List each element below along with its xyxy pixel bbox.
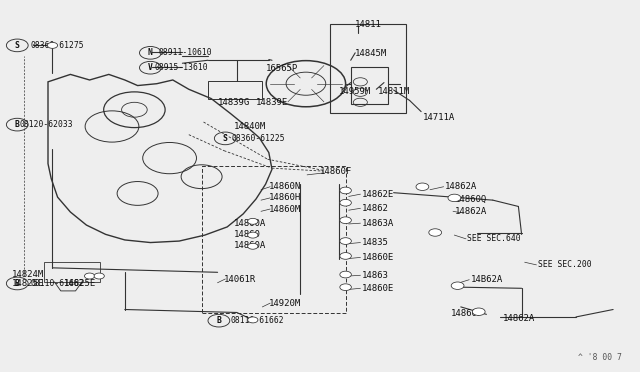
- Text: 14845M: 14845M: [355, 49, 387, 58]
- Text: SEE SEC.200: SEE SEC.200: [538, 260, 591, 269]
- Text: 14860M: 14860M: [269, 205, 301, 214]
- Circle shape: [248, 232, 258, 238]
- Circle shape: [416, 183, 429, 190]
- Text: 08360-61275: 08360-61275: [31, 41, 84, 50]
- Text: 14860P: 14860P: [451, 309, 483, 318]
- Text: 14862A: 14862A: [454, 207, 486, 216]
- Text: N: N: [148, 48, 153, 57]
- Circle shape: [472, 308, 485, 315]
- Text: 14711A: 14711A: [422, 113, 454, 122]
- Text: 14839E: 14839E: [256, 98, 288, 107]
- Text: S: S: [223, 134, 228, 143]
- Text: 14920M: 14920M: [269, 299, 301, 308]
- Text: 08360-61225: 08360-61225: [232, 134, 285, 143]
- Text: 14862: 14862: [362, 204, 388, 213]
- Text: S: S: [15, 41, 20, 50]
- Text: 14825E: 14825E: [12, 279, 44, 288]
- Text: 08915-13610: 08915-13610: [155, 63, 209, 72]
- Circle shape: [84, 273, 95, 279]
- Text: SEE SEC.640: SEE SEC.640: [467, 234, 521, 243]
- Text: 08911-10610: 08911-10610: [159, 48, 212, 57]
- Text: 14860: 14860: [234, 230, 260, 239]
- Text: 08110-61662: 08110-61662: [31, 279, 84, 288]
- Text: 14840M: 14840M: [234, 122, 266, 131]
- Bar: [202, 166, 346, 313]
- Circle shape: [340, 253, 351, 259]
- Circle shape: [448, 194, 461, 202]
- Text: 14862A: 14862A: [445, 182, 477, 191]
- Circle shape: [94, 273, 104, 279]
- Text: 14824M: 14824M: [12, 270, 44, 279]
- Text: 14863: 14863: [362, 271, 388, 280]
- Text: 14863A: 14863A: [362, 219, 394, 228]
- Text: 14860F: 14860F: [320, 167, 352, 176]
- Circle shape: [248, 243, 258, 249]
- Text: 14061R: 14061R: [224, 275, 256, 283]
- Text: 14959M: 14959M: [339, 87, 371, 96]
- Text: V: V: [148, 63, 153, 72]
- Circle shape: [340, 187, 351, 194]
- Text: 14860E: 14860E: [362, 284, 394, 293]
- Circle shape: [451, 282, 464, 289]
- Text: 08120-62033: 08120-62033: [19, 120, 73, 129]
- Text: B: B: [216, 316, 221, 325]
- Circle shape: [248, 317, 258, 323]
- Text: 14860A: 14860A: [234, 241, 266, 250]
- Circle shape: [429, 229, 442, 236]
- Text: 14860N: 14860N: [269, 182, 301, 191]
- Circle shape: [340, 238, 351, 244]
- Text: 14811: 14811: [355, 20, 382, 29]
- Text: B: B: [15, 120, 20, 129]
- Text: 14B62A: 14B62A: [470, 275, 502, 284]
- Text: 14860E: 14860E: [362, 253, 394, 262]
- Text: 14860A: 14860A: [234, 219, 266, 228]
- Bar: [44, 262, 100, 282]
- Bar: [208, 81, 262, 99]
- Text: 14862E: 14862E: [362, 190, 394, 199]
- Text: 08110-61662: 08110-61662: [230, 316, 284, 325]
- Circle shape: [248, 218, 258, 224]
- Text: 14839G: 14839G: [218, 98, 250, 107]
- Text: 14835: 14835: [362, 238, 388, 247]
- Text: 14825E: 14825E: [64, 279, 96, 288]
- Circle shape: [340, 271, 351, 278]
- Bar: [330, 24, 406, 113]
- Circle shape: [47, 42, 58, 48]
- Circle shape: [340, 217, 351, 224]
- Circle shape: [340, 199, 351, 206]
- Text: 14860H: 14860H: [269, 193, 301, 202]
- Text: ^ '8 00 7: ^ '8 00 7: [578, 353, 622, 362]
- Circle shape: [340, 284, 351, 291]
- Text: 14862A: 14862A: [502, 314, 534, 323]
- Text: 16565P: 16565P: [266, 64, 298, 73]
- Text: 14811M: 14811M: [378, 87, 410, 96]
- Bar: [351, 67, 388, 104]
- Text: B: B: [15, 279, 20, 288]
- Text: 14860Q: 14860Q: [454, 195, 486, 203]
